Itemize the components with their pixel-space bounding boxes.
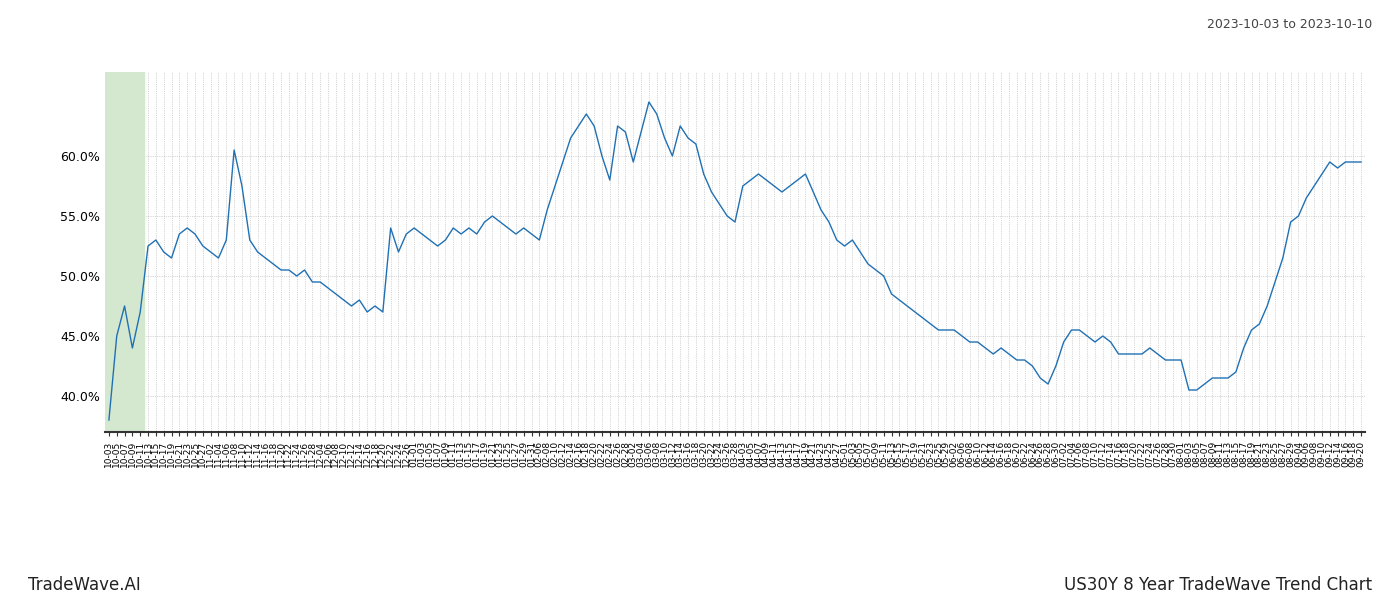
Bar: [105, 72, 144, 432]
Text: 2023-10-03 to 2023-10-10: 2023-10-03 to 2023-10-10: [1207, 18, 1372, 31]
Text: TradeWave.AI: TradeWave.AI: [28, 576, 141, 594]
Text: US30Y 8 Year TradeWave Trend Chart: US30Y 8 Year TradeWave Trend Chart: [1064, 576, 1372, 594]
